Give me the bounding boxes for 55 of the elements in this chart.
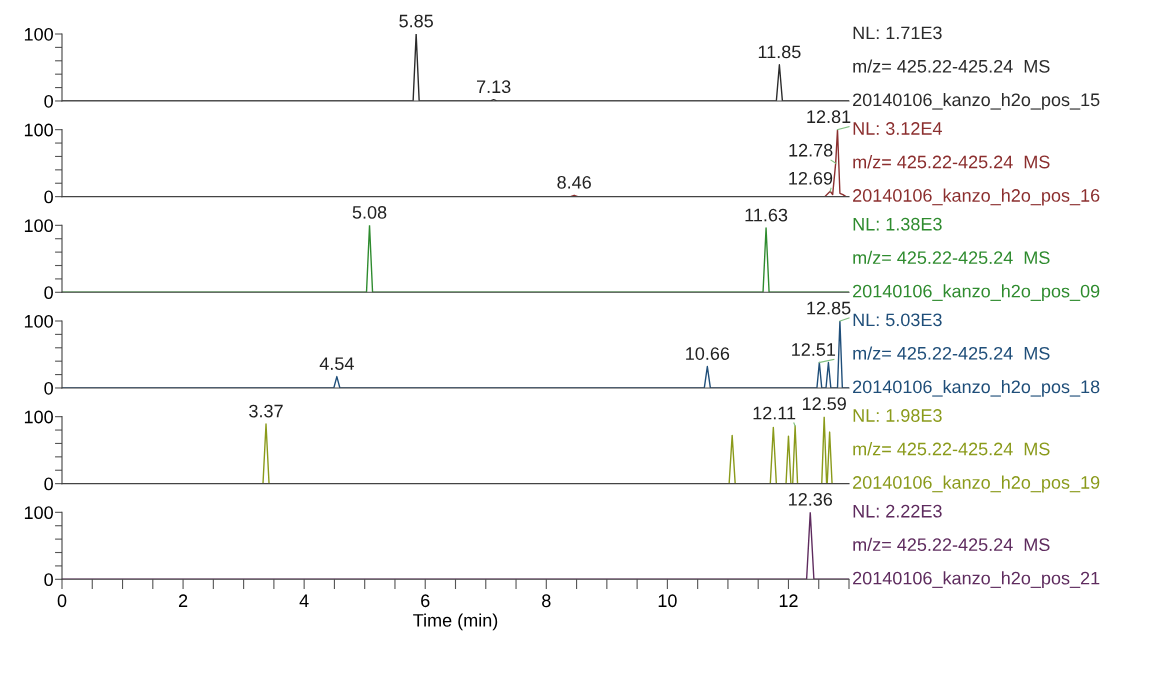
annotation: 12.69	[789, 171, 833, 185]
annotation: 12.78	[789, 143, 833, 157]
annotation: 11.85	[758, 45, 801, 59]
annotation: 5.85	[399, 14, 433, 28]
y-tick-label: 100	[24, 27, 53, 41]
text: NL: 2.22E3	[853, 504, 942, 518]
text: 20140106_kanzo_h2o_pos_09	[853, 284, 1100, 302]
text: 20140106_kanzo_h2o_pos_21	[853, 571, 1100, 589]
x-tick-label: 0	[57, 594, 67, 608]
y-tick-label: 0	[44, 286, 53, 300]
y-tick-label: 100	[24, 314, 53, 328]
x-tick-label: 10	[658, 594, 677, 608]
y-tick-label: 0	[44, 573, 53, 587]
y-tick-label: 100	[24, 219, 53, 233]
annotation: 12.51	[792, 343, 836, 356]
text: NL: 1.98E3	[853, 409, 942, 422]
x-axis-title: Time (min)	[413, 613, 498, 631]
text: NL: 1.38E3	[853, 217, 942, 231]
x-tick-label: 2	[178, 594, 188, 607]
annotation: 8.46	[557, 175, 591, 189]
y-tick-label: 100	[24, 410, 53, 424]
text: m/z= 425.22-425.24 MS	[853, 59, 1050, 73]
text: 20140106_kanzo_h2o_pos_15	[853, 92, 1100, 110]
annotation: 11.63	[745, 208, 788, 222]
x-tick-label: 6	[421, 594, 430, 608]
text: m/z= 425.22-425.24 MS	[853, 155, 1050, 169]
x-tick-label: 8	[542, 594, 551, 608]
y-tick-label: 0	[44, 94, 53, 108]
annotation: 4.54	[319, 357, 354, 371]
text: m/z= 425.22-425.24 MS	[853, 250, 1050, 265]
text: 20140106_kanzo_h2o_pos_16	[853, 188, 1100, 206]
text: 20140106_kanzo_h2o_pos_18	[853, 379, 1100, 397]
annotation: 12.59	[802, 397, 846, 411]
y-tick-label: 0	[44, 190, 53, 204]
annotation: 12.81	[807, 110, 851, 124]
annotation: 7.13	[477, 80, 511, 94]
y-tick-label: 100	[24, 506, 53, 520]
annotation: 5.08	[352, 205, 387, 219]
annotation: 10.66	[686, 347, 730, 360]
annotation: 3.37	[249, 404, 283, 418]
annotation: 12.11	[753, 406, 796, 420]
x-tick-label: 4	[299, 594, 309, 607]
y-tick-label: 100	[24, 123, 53, 137]
text: NL: 1.71E3	[853, 26, 942, 40]
x-tick-label: 12	[779, 594, 798, 607]
text: 20140106_kanzo_h2o_pos_19	[853, 475, 1100, 493]
text: m/z= 425.22-425.24 MS	[853, 346, 1050, 360]
y-tick-label: 0	[44, 381, 53, 395]
y-tick-label: 0	[44, 477, 53, 491]
text: m/z= 425.22-425.24 MS	[853, 537, 1050, 552]
text: NL: 3.12E4	[853, 122, 942, 135]
annotation: 12.36	[789, 492, 833, 506]
text: NL: 5.03E3	[853, 313, 942, 327]
text: m/z= 425.22-425.24 MS	[853, 442, 1050, 456]
annotation: 12.85	[807, 301, 851, 315]
